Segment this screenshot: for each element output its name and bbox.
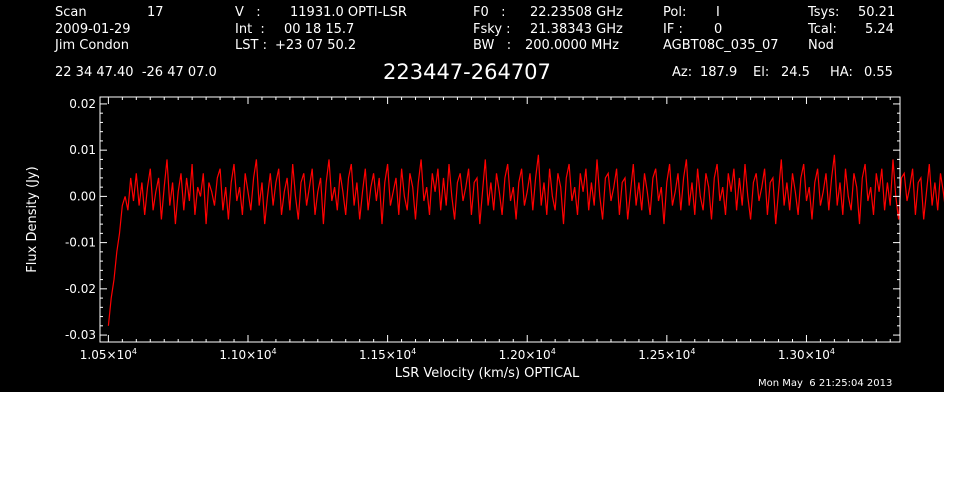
f0-label: F0 : [473,5,506,20]
fsky-label: Fsky : [473,22,511,37]
bw-value: 200.0000 MHz [525,38,619,53]
int-label: Int : [235,22,265,37]
int-value: 00 18 15.7 [284,22,355,37]
pol-label: Pol: [663,5,687,20]
bw-label: BW : [473,38,512,53]
source-name: 223447-264707 [383,60,551,84]
y-tick-label: 0.01 [69,143,96,157]
tcal-value: 5.24 [865,22,894,37]
if-value: 0 [714,22,723,37]
project-id: AGBT08C_035_07 [663,38,779,53]
y-tick-label: 0.00 [69,189,96,203]
lst-value: +23 07 50.2 [275,38,357,53]
v-label: V : [235,5,261,20]
source-coords: 22 34 47.40 -26 47 07.0 [55,65,217,80]
x-tick-label: 1.30×104 [778,347,835,362]
ha-value: 0.55 [864,65,893,80]
x-tick-label: 1.20×104 [499,347,556,362]
tcal-label: Tcal: [808,22,837,37]
spectrum-trace [107,154,944,326]
y-axis-label: Flux Density (Jy) [25,166,40,272]
x-tick-label: 1.10×104 [219,347,276,362]
observer: Jim Condon [55,38,129,53]
az-label: Az: [672,65,693,80]
lst-label: LST : [235,38,267,53]
x-tick-label: 1.25×104 [638,347,695,362]
scan-value: 17 [147,5,164,20]
tsys-label: Tsys: [808,5,840,20]
ha-label: HA: [830,65,853,80]
el-value: 24.5 [781,65,810,80]
x-axis-label: LSR Velocity (km/s) OPTICAL [395,366,580,381]
spectrum-chart: 1.05×104 1.10×104 1.15×104 1.20×104 1.25×104… [25,96,944,381]
x-tick-label: 1.05×104 [80,347,137,362]
y-tick-label: -0.01 [65,236,96,250]
y-tick-label: -0.02 [65,282,96,296]
pol-value: I [716,5,720,20]
y-tick-label: 0.02 [69,97,96,111]
scan-label: Scan [55,5,87,20]
obs-mode: Nod [808,38,834,53]
y-tick-label: -0.03 [65,328,96,342]
obs-date: 2009-01-29 [55,22,131,37]
el-label: El: [753,65,770,80]
plot-panel: 1.05×104 1.10×104 1.15×104 1.20×104 1.25×104… [0,0,944,392]
if-label: IF : [663,22,683,37]
f0-value: 22.23508 GHz [530,5,623,20]
axis-frame [99,96,901,343]
tsys-value: 50.21 [858,5,896,20]
v-value: 11931.0 OPTI-LSR [290,5,407,20]
x-tick-label: 1.15×104 [359,347,416,362]
plot-timestamp: Mon May 6 21:25:04 2013 [758,378,893,389]
az-value: 187.9 [700,65,738,80]
fsky-value: 21.38343 GHz [530,22,623,37]
